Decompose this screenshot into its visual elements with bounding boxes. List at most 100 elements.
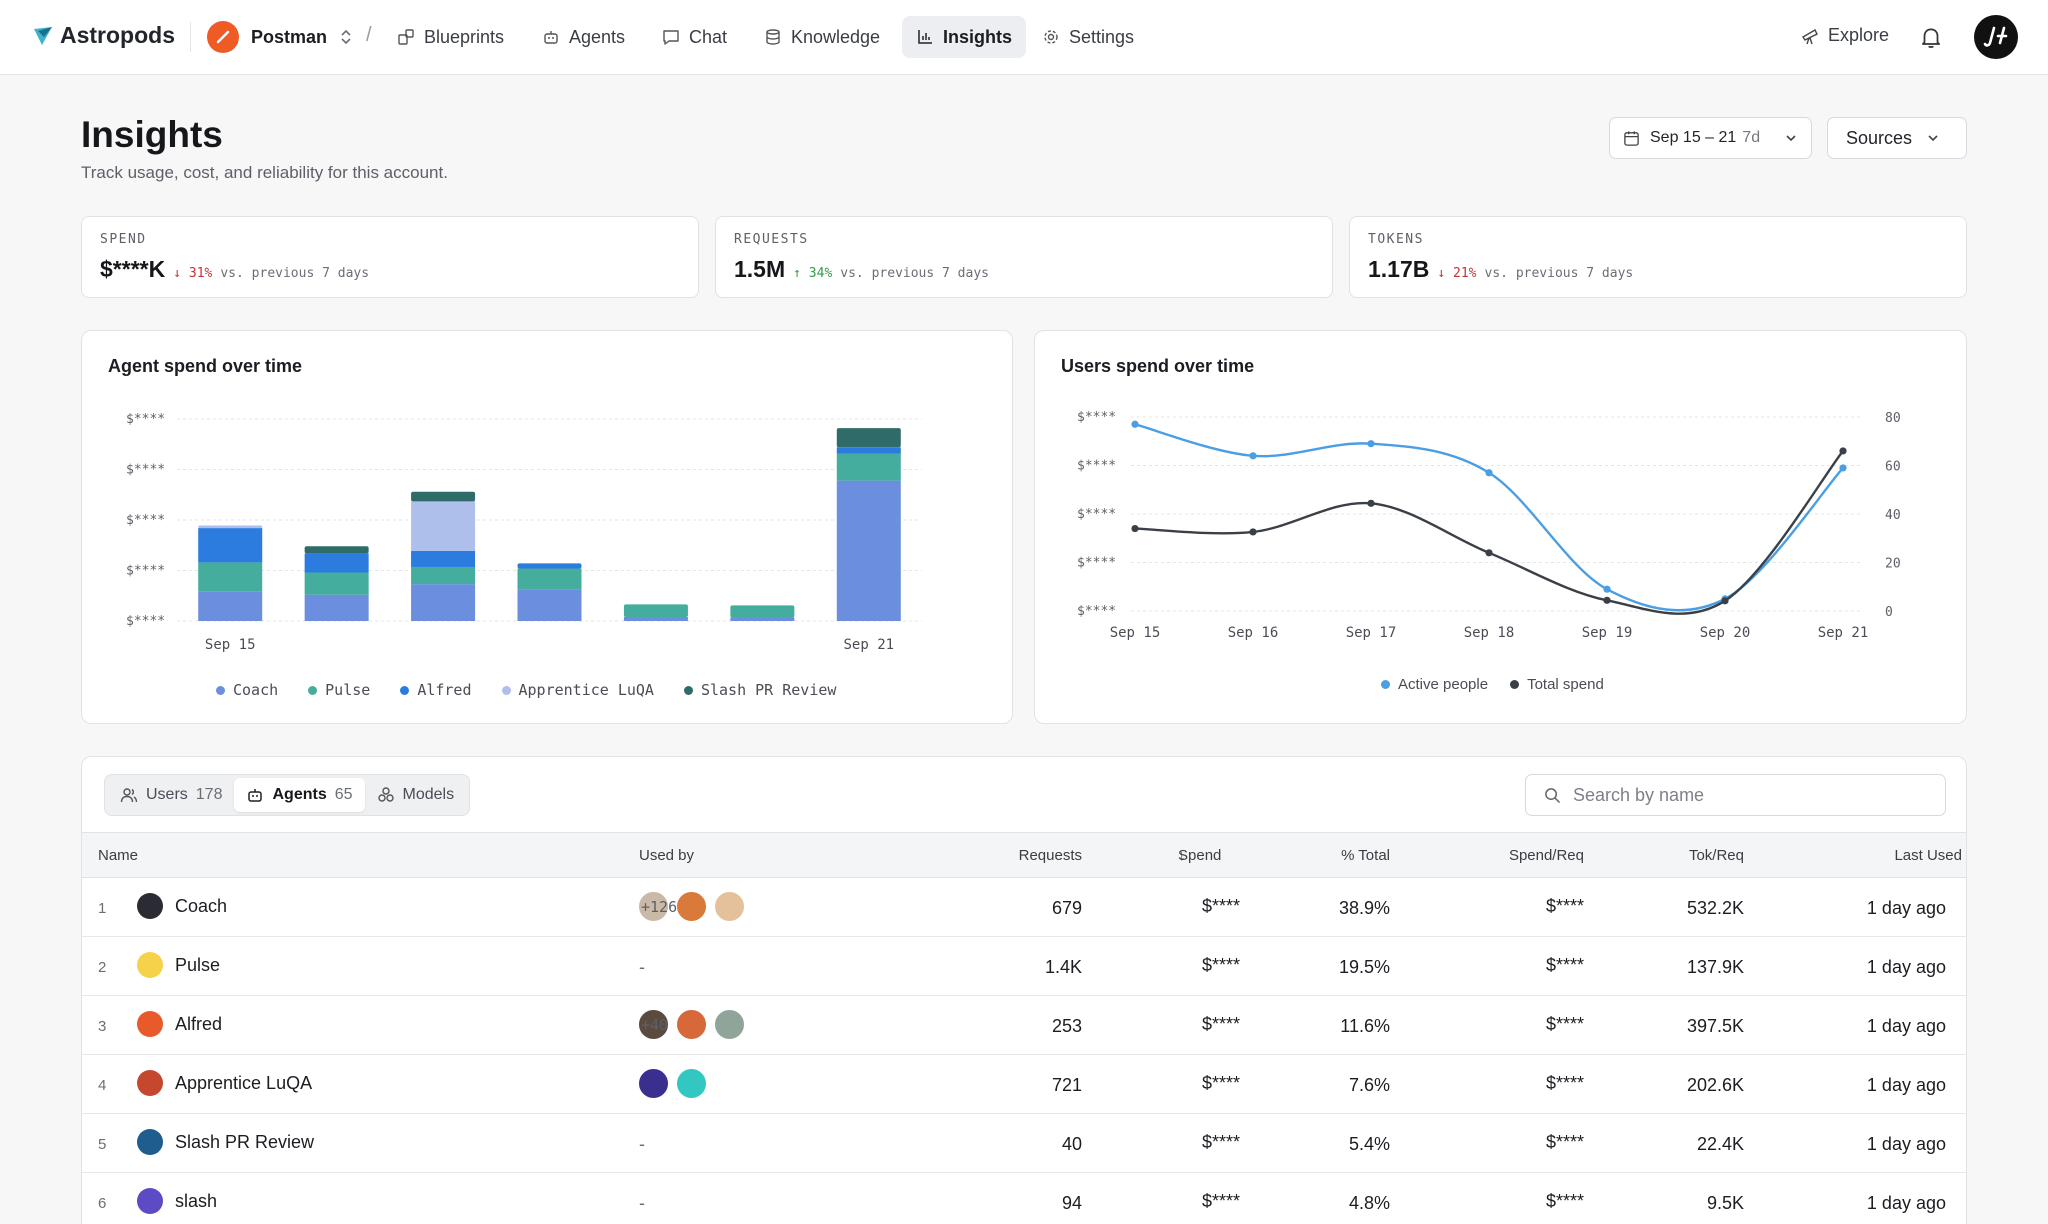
user-avatar[interactable] bbox=[675, 890, 708, 923]
user-avatar[interactable] bbox=[713, 1008, 746, 1041]
row-index: 4 bbox=[98, 1077, 107, 1094]
agent-name: Apprentice LuQA bbox=[175, 1073, 313, 1093]
table-row[interactable]: 6 slash - 94 $**** 4.8% $**** 9.5K 1 day ago bbox=[82, 1173, 1966, 1224]
cell-requests: 94 bbox=[1061, 1193, 1082, 1213]
agent-avatar-icon bbox=[137, 1129, 163, 1155]
nav-chat-label: Chat bbox=[689, 26, 728, 47]
user-avatar[interactable] bbox=[1974, 15, 2018, 59]
col-name[interactable]: Name bbox=[98, 847, 139, 864]
used-by-avatars[interactable] bbox=[637, 1067, 708, 1100]
gear-icon bbox=[1044, 30, 1058, 44]
legend-swatch bbox=[1381, 680, 1390, 689]
col-tok-per-req[interactable]: Tok/Req bbox=[1688, 847, 1744, 864]
user-avatar[interactable] bbox=[675, 1067, 708, 1100]
user-avatar[interactable] bbox=[713, 890, 746, 923]
user-avatar[interactable] bbox=[637, 1008, 670, 1041]
date-span-label: 7d bbox=[1742, 129, 1761, 146]
nav-settings[interactable]: Settings bbox=[1028, 16, 1148, 58]
col-pct-total[interactable]: % Total bbox=[1341, 847, 1390, 864]
cell-pct-total: 38.9% bbox=[1338, 898, 1390, 918]
stat-value: $****K bbox=[100, 256, 166, 282]
used-by-avatars[interactable]: +126 bbox=[637, 890, 746, 923]
explore-button[interactable]: Explore bbox=[1800, 25, 1889, 46]
bar-segment bbox=[411, 501, 476, 551]
table-row[interactable]: 1 Coach +126 679 $**** 38.9% $**** 532.2K 1 day … bbox=[82, 878, 1966, 937]
data-point bbox=[1131, 420, 1139, 428]
table-row[interactable]: 2 Pulse - 1.4K $**** 19.5% $**** 137.9K 1 day ag… bbox=[82, 937, 1966, 996]
nav-divider bbox=[190, 22, 191, 52]
entity-tabs: Users 178 Agents 65 Models bbox=[104, 774, 471, 816]
user-avatar[interactable] bbox=[637, 1067, 670, 1100]
col-used-by[interactable]: Used by bbox=[639, 847, 695, 864]
stat-delta-down: ↓ 31% bbox=[173, 266, 212, 281]
bar-segment bbox=[198, 591, 263, 621]
bar-segment bbox=[198, 528, 263, 563]
col-last-used[interactable]: Last Used bbox=[1894, 847, 1962, 864]
legend-label: Active people bbox=[1398, 676, 1489, 693]
cell-pct-total: 11.6% bbox=[1340, 1016, 1390, 1036]
user-avatar[interactable] bbox=[637, 890, 670, 923]
y-right-tick-label: 40 bbox=[1885, 508, 1901, 523]
y-left-tick-label: $**** bbox=[1077, 507, 1116, 522]
table-header: Name Used by Requests Spend ↓ % Total Sp… bbox=[82, 832, 1966, 878]
stat-card-tokens: TOKENS 1.17B ↓ 21% vs. previous 7 days bbox=[1349, 216, 1967, 298]
cell-last-used: 1 day ago bbox=[1866, 957, 1946, 977]
table-row[interactable]: 3 Alfred +40 253 $**** 11.6% $**** 397.5K 1 day … bbox=[82, 996, 1966, 1055]
cell-last-used: 1 day ago bbox=[1866, 1134, 1946, 1154]
nav-blueprints[interactable]: Blueprints bbox=[383, 16, 518, 58]
used-by-avatars[interactable]: +40 bbox=[637, 1008, 746, 1041]
cell-spend: $**** bbox=[1201, 1191, 1240, 1211]
cell-requests: 253 bbox=[1051, 1016, 1082, 1036]
arrow-down-icon: ↓ bbox=[1437, 266, 1446, 281]
data-point bbox=[1839, 447, 1847, 455]
cell-spend: $**** bbox=[1201, 896, 1240, 916]
used-by-more-count[interactable]: +40 bbox=[641, 1015, 669, 1034]
cell-spend: $**** bbox=[1201, 1132, 1240, 1152]
table-row[interactable]: 4 Apprentice LuQA 721 $**** 7.6% $**** 202.6K 1… bbox=[82, 1055, 1966, 1114]
tab-agents-label: Agents bbox=[272, 786, 327, 803]
chart-legend: Coach Pulse Alfred Apprentice LuQA Slash… bbox=[216, 681, 836, 699]
bar-segment bbox=[517, 563, 582, 569]
notifications-bell-icon[interactable] bbox=[1918, 24, 1944, 55]
col-requests[interactable]: Requests bbox=[1018, 847, 1082, 864]
brand-logo[interactable]: Astropods bbox=[32, 22, 175, 49]
x-tick-label: Sep 21 bbox=[1818, 625, 1869, 641]
nav-agents[interactable]: Agents bbox=[528, 16, 639, 58]
tab-users[interactable]: Users 178 bbox=[108, 778, 234, 812]
nav-agents-label: Agents bbox=[569, 26, 626, 47]
bar-segment bbox=[623, 616, 688, 621]
agent-spend-chart-card: Agent spend over time $**** $**** $**** $**… bbox=[81, 330, 1013, 724]
telescope-icon bbox=[1802, 28, 1818, 44]
date-range-picker[interactable]: Sep 15 – 21 7d bbox=[1609, 117, 1812, 159]
cell-pct-total: 5.4% bbox=[1348, 1134, 1390, 1154]
workspace-switcher[interactable]: Postman bbox=[207, 21, 353, 53]
used-by-more-count[interactable]: +126 bbox=[641, 897, 678, 916]
nav-insights[interactable]: Insights bbox=[902, 16, 1027, 58]
x-tick-label: Sep 16 bbox=[1228, 625, 1279, 641]
y-tick-label: $**** bbox=[126, 513, 165, 528]
chevron-updown-icon bbox=[341, 29, 351, 45]
cell-last-used: 1 day ago bbox=[1866, 1016, 1946, 1036]
y-right-tick-label: 0 bbox=[1885, 605, 1893, 620]
tab-models[interactable]: Models bbox=[365, 778, 467, 812]
table-row[interactable]: 5 Slash PR Review - 40 $**** 5.4% $**** 22.4K 1 … bbox=[82, 1114, 1966, 1173]
legend-item-pulse: Pulse bbox=[308, 681, 370, 699]
legend-swatch bbox=[400, 685, 410, 695]
data-point bbox=[1249, 528, 1257, 536]
y-left-tick-label: $**** bbox=[1077, 459, 1116, 474]
nav-chat[interactable]: Chat bbox=[648, 16, 741, 58]
data-point bbox=[1485, 549, 1493, 557]
data-point bbox=[1721, 597, 1729, 605]
row-index: 5 bbox=[98, 1136, 107, 1153]
tab-agents[interactable]: Agents 65 bbox=[234, 778, 365, 812]
user-avatar[interactable] bbox=[675, 1008, 708, 1041]
search-input[interactable]: Search by name bbox=[1525, 774, 1946, 816]
sources-dropdown[interactable]: Sources bbox=[1827, 117, 1967, 159]
top-navbar: Astropods Postman / Blueprints Agents Ch… bbox=[0, 0, 2048, 75]
agents-table-card: Users 178 Agents 65 Models Search by nam… bbox=[81, 756, 1967, 1224]
page-title: Insights bbox=[81, 114, 223, 155]
stat-card-requests: REQUESTS 1.5M ↑ 34% vs. previous 7 days bbox=[715, 216, 1333, 298]
nav-knowledge[interactable]: Knowledge bbox=[750, 16, 894, 58]
col-spend-per-req[interactable]: Spend/Req bbox=[1508, 847, 1584, 864]
stat-delta-up: ↑ 34% bbox=[793, 266, 832, 281]
